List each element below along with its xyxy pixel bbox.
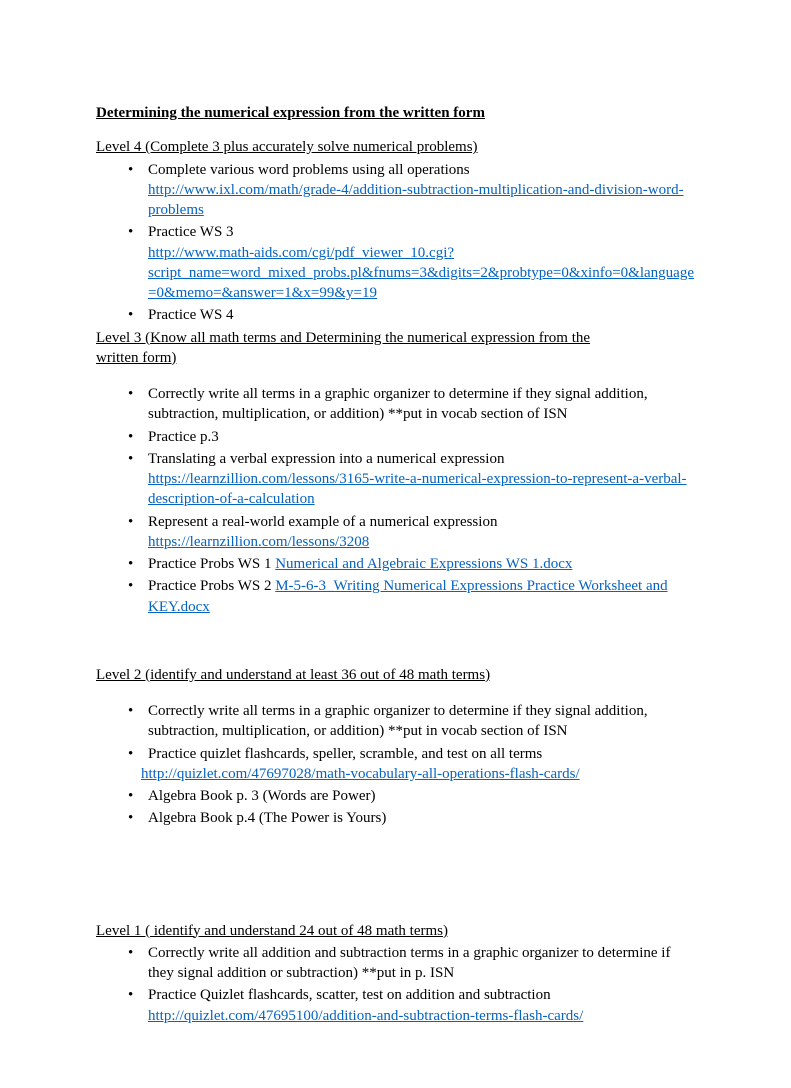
item-text: Complete various word problems using all… bbox=[148, 162, 470, 178]
link-underline-lead: __ bbox=[126, 766, 141, 782]
spacer bbox=[96, 619, 695, 665]
item-text: Practice WS 3 bbox=[148, 224, 234, 240]
list-item: Represent a real-world example of a nume… bbox=[148, 512, 695, 553]
item-link[interactable]: https://learnzillion.com/lessons/3165-wr… bbox=[148, 471, 687, 507]
spacer bbox=[96, 685, 695, 699]
list-item: Correctly write all terms in a graphic o… bbox=[148, 384, 695, 425]
list-item: Algebra Book p.4 (The Power is Yours) bbox=[148, 808, 695, 828]
list-item: Practice Probs WS 2 M-5-6-3_Writing Nume… bbox=[148, 576, 695, 617]
item-text: Correctly write all addition and subtrac… bbox=[148, 945, 670, 981]
item-text: Algebra Book p.4 (The Power is Yours) bbox=[148, 810, 386, 826]
list-item: Practice WS 4 bbox=[148, 305, 695, 325]
item-text: Practice Quizlet flashcards, scatter, te… bbox=[148, 987, 551, 1003]
page-title: Determining the numerical expression fro… bbox=[96, 103, 695, 123]
level3-heading-line1: Level 3 (Know all math terms and Determi… bbox=[96, 328, 695, 348]
item-link[interactable]: https://learnzillion.com/lessons/3208 bbox=[148, 534, 369, 550]
list-item: Practice Probs WS 1 Numerical and Algebr… bbox=[148, 554, 695, 574]
item-text: Correctly write all terms in a graphic o… bbox=[148, 386, 648, 422]
level4-heading: Level 4 (Complete 3 plus accurately solv… bbox=[96, 137, 695, 157]
list-item: Complete various word problems using all… bbox=[148, 160, 695, 221]
list-item: Practice quizlet flashcards, speller, sc… bbox=[148, 744, 695, 785]
item-text: Practice WS 4 bbox=[148, 307, 234, 323]
item-link[interactable]: http://www.ixl.com/math/grade-4/addition… bbox=[148, 182, 684, 218]
list-item: Correctly write all terms in a graphic o… bbox=[148, 701, 695, 742]
list-item: Practice p.3 bbox=[148, 427, 695, 447]
item-link[interactable]: http://quizlet.com/47695100/addition-and… bbox=[148, 1008, 583, 1024]
item-link[interactable]: http://www.math-aids.com/cgi/pdf_viewer_… bbox=[148, 245, 694, 302]
item-text: Practice p.3 bbox=[148, 429, 219, 445]
level1-list: Correctly write all addition and subtrac… bbox=[96, 943, 695, 1026]
level2-list: Correctly write all terms in a graphic o… bbox=[96, 701, 695, 829]
level3-heading-line2: written form) bbox=[96, 348, 695, 368]
level3-list: Correctly write all terms in a graphic o… bbox=[96, 384, 695, 617]
item-text: Represent a real-world example of a nume… bbox=[148, 514, 497, 530]
item-text: Algebra Book p. 3 (Words are Power) bbox=[148, 788, 375, 804]
level1-heading: Level 1 ( identify and understand 24 out… bbox=[96, 921, 695, 941]
item-prefix: Practice Probs WS 2 bbox=[148, 578, 275, 594]
item-link[interactable]: __ bbox=[126, 764, 141, 784]
item-text: Correctly write all terms in a graphic o… bbox=[148, 703, 648, 739]
item-link[interactable]: Numerical and Algebraic Expressions WS 1… bbox=[275, 556, 572, 572]
item-text: Translating a verbal expression into a n… bbox=[148, 451, 504, 467]
item-link[interactable]: http://quizlet.com/47697028/math-vocabul… bbox=[141, 766, 580, 782]
item-prefix: Practice Probs WS 1 bbox=[148, 556, 275, 572]
list-item: Translating a verbal expression into a n… bbox=[148, 449, 695, 510]
list-item: Correctly write all addition and subtrac… bbox=[148, 943, 695, 984]
item-text: Practice quizlet flashcards, speller, sc… bbox=[148, 746, 542, 762]
level2-heading: Level 2 (identify and understand at leas… bbox=[96, 665, 695, 685]
document-page: Determining the numerical expression fro… bbox=[0, 0, 791, 1088]
level4-list: Complete various word problems using all… bbox=[96, 160, 695, 326]
list-item: Algebra Book p. 3 (Words are Power) bbox=[148, 786, 695, 806]
list-item: Practice Quizlet flashcards, scatter, te… bbox=[148, 985, 695, 1026]
spacer bbox=[96, 368, 695, 382]
list-item: Practice WS 3 http://www.math-aids.com/c… bbox=[148, 222, 695, 303]
spacer bbox=[96, 831, 695, 921]
